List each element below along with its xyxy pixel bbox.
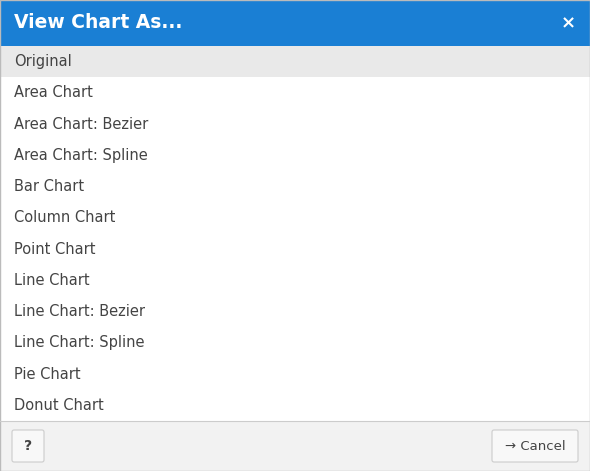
Text: Line Chart: Spline: Line Chart: Spline bbox=[14, 335, 145, 350]
Text: Line Chart: Bezier: Line Chart: Bezier bbox=[14, 304, 145, 319]
Text: Column Chart: Column Chart bbox=[14, 211, 116, 226]
Text: View Chart As...: View Chart As... bbox=[14, 14, 182, 32]
FancyBboxPatch shape bbox=[0, 46, 590, 77]
Text: Area Chart: Area Chart bbox=[14, 85, 93, 100]
Text: Line Chart: Line Chart bbox=[14, 273, 90, 288]
FancyBboxPatch shape bbox=[0, 421, 590, 471]
Text: Donut Chart: Donut Chart bbox=[14, 398, 104, 413]
Text: Bar Chart: Bar Chart bbox=[14, 179, 84, 194]
FancyBboxPatch shape bbox=[0, 0, 590, 46]
FancyBboxPatch shape bbox=[492, 430, 578, 462]
Text: Point Chart: Point Chart bbox=[14, 242, 96, 257]
Text: Original: Original bbox=[14, 54, 72, 69]
Text: Area Chart: Bezier: Area Chart: Bezier bbox=[14, 117, 148, 131]
Text: → Cancel: → Cancel bbox=[504, 439, 565, 453]
Text: Area Chart: Spline: Area Chart: Spline bbox=[14, 148, 148, 163]
Text: ?: ? bbox=[24, 439, 32, 453]
Text: ×: × bbox=[561, 14, 576, 32]
Text: Pie Chart: Pie Chart bbox=[14, 366, 81, 382]
FancyBboxPatch shape bbox=[12, 430, 44, 462]
